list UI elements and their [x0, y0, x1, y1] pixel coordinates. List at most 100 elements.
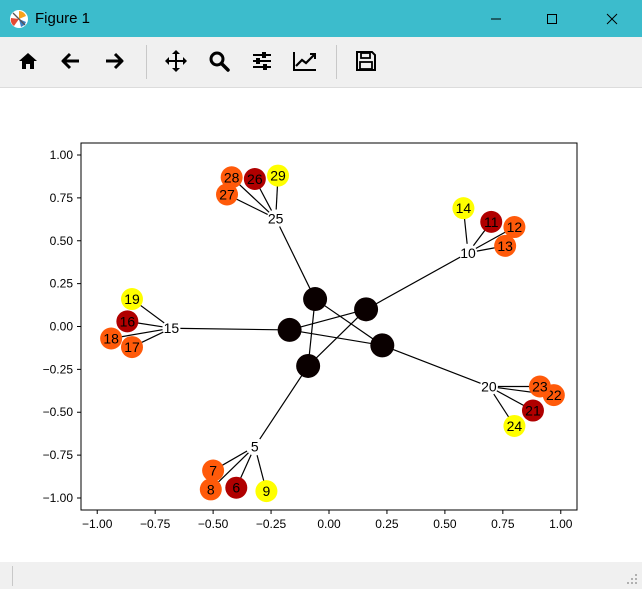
toolbar-separator	[146, 45, 147, 79]
x-tick-label: 0.75	[491, 517, 515, 531]
node-marker	[243, 168, 266, 191]
node-marker	[354, 297, 379, 322]
graph-edge	[254, 365, 309, 447]
resize-grip-icon[interactable]	[626, 573, 638, 585]
node-label: 16	[120, 313, 136, 329]
graph-node: 10	[459, 243, 478, 262]
title-bar[interactable]: Figure 1	[0, 0, 642, 37]
y-tick-label: 0.75	[50, 191, 74, 205]
node-label: 10	[460, 245, 476, 261]
node-marker	[480, 210, 503, 233]
figure-canvas[interactable]: 5 6 7 8 9 10 11 12 13 14 15 16 17 18 19 20 21 22 23 24 25 26 2…	[0, 88, 642, 562]
graph-node: 14	[452, 197, 475, 220]
forward-button[interactable]	[96, 43, 132, 79]
x-tick-label: 1.00	[549, 517, 573, 531]
graph-node: 26	[243, 168, 266, 191]
back-button[interactable]	[53, 43, 89, 79]
maximize-icon	[547, 13, 557, 24]
close-button[interactable]	[584, 0, 640, 37]
node-marker	[277, 317, 302, 342]
graph-edge	[289, 308, 367, 331]
y-tick-label: 0.00	[50, 320, 74, 334]
node-label: 9	[263, 483, 271, 499]
node-marker	[202, 459, 225, 482]
graph-node: 13	[494, 234, 517, 257]
node-marker	[100, 327, 123, 350]
close-icon	[606, 13, 618, 24]
x-tick-label: −1.00	[82, 517, 113, 531]
node-marker	[494, 234, 517, 257]
x-tick-label: −0.25	[256, 517, 287, 531]
graph-node: 29	[267, 164, 290, 187]
graph-node: 8	[199, 478, 222, 501]
zoom-button[interactable]	[201, 43, 237, 79]
graph-node: 5	[245, 437, 264, 456]
node-marker	[116, 310, 139, 333]
toolbar-separator	[336, 45, 337, 79]
y-tick-label: 0.25	[50, 277, 74, 291]
pan-button[interactable]	[158, 43, 194, 79]
node-marker	[225, 476, 248, 499]
node-label: 21	[525, 403, 541, 419]
graph-edge	[275, 218, 316, 300]
ticks-layer: −1.00 −0.75 −0.50 −0.25 0.00 0.25 0.50 0.75 1.00…	[43, 148, 573, 531]
save-button[interactable]	[348, 43, 384, 79]
graph-node: 16	[116, 310, 139, 333]
graph-edge	[314, 298, 383, 346]
node-label: 26	[247, 171, 263, 187]
node-label-background	[479, 377, 498, 396]
node-label: 24	[507, 418, 523, 434]
node-marker	[503, 216, 526, 239]
y-tick-label: −1.00	[43, 491, 74, 505]
graph-node: 25	[266, 209, 285, 228]
arrow-left-icon	[61, 52, 79, 70]
window-title: Figure 1	[35, 10, 91, 27]
configure-subplots-button[interactable]	[244, 43, 280, 79]
graph-node: 19	[120, 288, 143, 311]
node-marker	[370, 333, 395, 358]
node-marker	[220, 166, 243, 189]
node-label: 14	[456, 200, 472, 216]
y-tick-label: 0.50	[50, 234, 74, 248]
node-label-background	[459, 243, 478, 262]
node-label: 8	[207, 481, 215, 497]
node-marker	[452, 197, 475, 220]
home-button[interactable]	[10, 43, 46, 79]
node-marker	[503, 414, 526, 437]
maximize-button[interactable]	[524, 0, 580, 37]
node-label: 29	[270, 168, 286, 184]
edit-axis-button[interactable]	[287, 43, 323, 79]
node-label: 25	[268, 210, 284, 226]
graph-edge	[382, 344, 490, 388]
graph-node	[370, 333, 395, 358]
graph-node	[277, 317, 302, 342]
node-marker	[120, 288, 143, 311]
line-chart-icon	[293, 52, 316, 71]
node-marker	[199, 478, 222, 501]
graph-node: 6	[225, 476, 248, 499]
floppy-disk-icon	[356, 51, 376, 71]
graph-edge	[365, 252, 469, 310]
minimize-button[interactable]	[468, 0, 524, 37]
node-marker	[267, 164, 290, 187]
node-label: 11	[484, 214, 499, 230]
axes-frame	[80, 142, 578, 511]
node-marker	[296, 353, 321, 378]
graph-node: 11	[480, 210, 503, 233]
graph-node: 17	[120, 336, 143, 359]
graph-node: 9	[255, 480, 278, 503]
move-icon	[165, 50, 187, 72]
node-label: 20	[481, 379, 497, 395]
node-marker	[255, 480, 278, 503]
node-label: 19	[124, 291, 140, 307]
y-tick-label: −0.75	[43, 448, 74, 462]
node-label: 5	[251, 439, 259, 455]
node-label: 13	[497, 238, 513, 254]
node-label-background	[162, 319, 181, 338]
x-tick-label: −0.75	[140, 517, 171, 531]
graph-node: 23	[528, 375, 551, 398]
node-label-background	[266, 209, 285, 228]
graph-node: 27	[216, 183, 239, 206]
graph-node: 21	[521, 399, 544, 422]
